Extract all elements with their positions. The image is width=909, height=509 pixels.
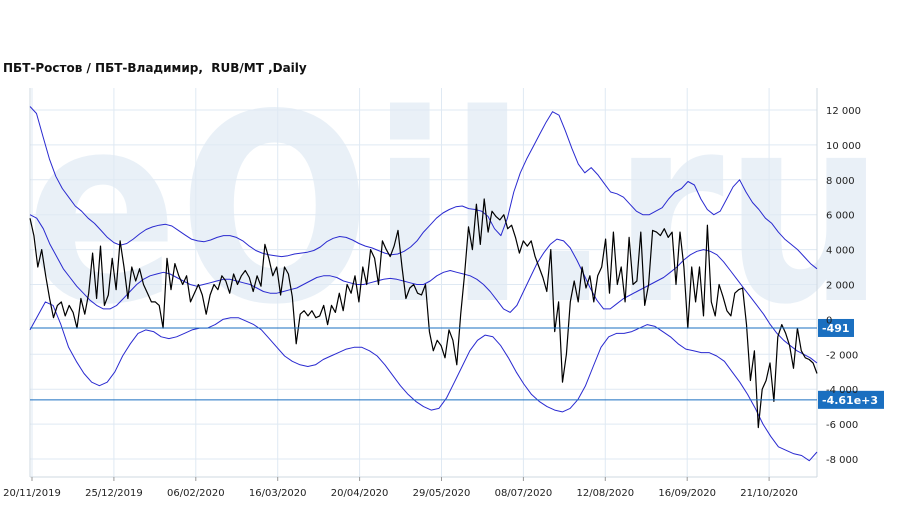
x-tick-label: 16/03/2020 <box>249 488 307 499</box>
value-badge-label: -4.61e+3 <box>822 394 878 407</box>
price-line <box>29 198 818 429</box>
value-badge-label: -491 <box>822 322 850 335</box>
bands <box>29 106 818 462</box>
y-tick-label: 6 000 <box>826 211 855 222</box>
mid-band-line <box>29 214 818 364</box>
x-tick-label: 06/02/2020 <box>167 488 225 499</box>
x-tick-label: 21/10/2020 <box>740 488 798 499</box>
x-tick-label: 20/11/2019 <box>3 488 61 499</box>
chart-title: ПБТ-Ростов / ПБТ-Владимир, RUB/MT ,Daily <box>3 61 307 75</box>
x-tick-label: 16/09/2020 <box>658 488 716 499</box>
x-tick-label: 20/04/2020 <box>331 488 389 499</box>
value-badge <box>818 390 884 409</box>
price-series <box>29 198 818 429</box>
watermark-text: eOil.ru <box>25 60 885 362</box>
lower-band-line <box>29 301 818 462</box>
y-tick-label: 2 000 <box>826 281 855 292</box>
reference-lines: -491 -4.61e+3 <box>30 318 884 409</box>
y-tick-label: -6 000 <box>826 420 858 431</box>
y-tick-label: 0 <box>826 315 832 326</box>
y-axis: 12 000 10 000 8 000 6 000 4 000 2 000 0 -2 000 -… <box>826 106 861 466</box>
x-tick-label: 12/08/2020 <box>576 488 634 499</box>
y-tick-label: 10 000 <box>826 141 861 152</box>
y-tick-label: -8 000 <box>826 455 858 466</box>
y-tick-label: -2 000 <box>826 350 858 361</box>
y-tick-label: -4 000 <box>826 385 858 396</box>
upper-band-line <box>29 106 818 270</box>
y-tick-label: 8 000 <box>826 176 855 187</box>
watermark-logo: eOil.ru <box>25 60 885 362</box>
y-tick-label: 4 000 <box>826 246 855 257</box>
x-axis: 20/11/2019 25/12/2019 06/02/2020 16/03/2020… <box>3 477 798 499</box>
x-tick-label: 25/12/2019 <box>85 488 143 499</box>
y-tick-label: 12 000 <box>826 106 861 117</box>
value-badge <box>818 318 854 337</box>
x-tick-label: 29/05/2020 <box>413 488 471 499</box>
x-tick-label: 08/07/2020 <box>495 488 553 499</box>
